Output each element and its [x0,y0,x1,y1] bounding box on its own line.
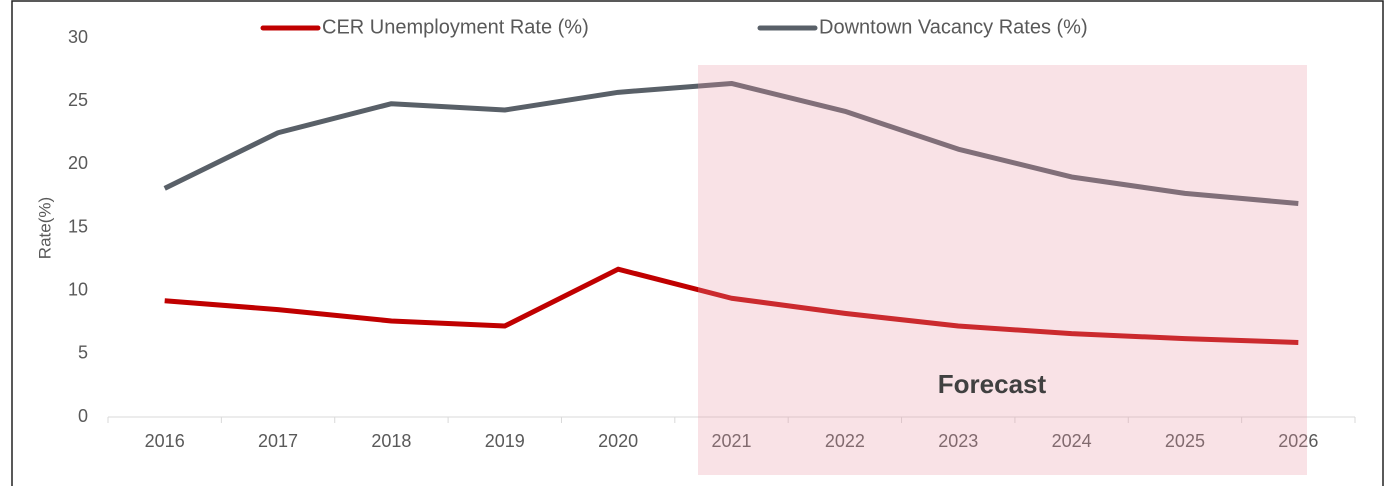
y-tick-label: 15 [68,216,88,236]
y-axis-label: Rate(%) [35,197,54,259]
legend-label: Downtown Vacancy Rates (%) [819,16,1088,38]
y-tick-label: 5 [78,343,88,363]
series-line [163,80,1299,206]
x-tick-label: 2019 [485,431,525,451]
x-tick-label: 2026 [1278,431,1318,451]
y-tick-label: 25 [68,90,88,110]
x-tick-label: 2022 [825,431,865,451]
x-tick-label: 2020 [598,431,638,451]
y-tick-label: 30 [68,27,88,47]
x-tick-label: 2024 [1052,431,1092,451]
legend-label: CER Unemployment Rate (%) [322,16,589,38]
chart-frame [11,0,1384,486]
x-tick-label: 2018 [371,431,411,451]
y-tick-label: 20 [68,153,88,173]
x-tick-label: 2021 [711,431,751,451]
y-tick-label: 10 [68,279,88,299]
forecast-label: Forecast [938,369,1047,399]
forecast-region [698,65,1307,475]
x-tick-label: 2017 [258,431,298,451]
series-line [164,266,1299,345]
x-tick-label: 2023 [938,431,978,451]
y-tick-label: 0 [78,406,88,426]
x-tick-label: 2016 [145,431,185,451]
plot-area: 0510152025302016201720182019202020212022… [68,27,1356,451]
